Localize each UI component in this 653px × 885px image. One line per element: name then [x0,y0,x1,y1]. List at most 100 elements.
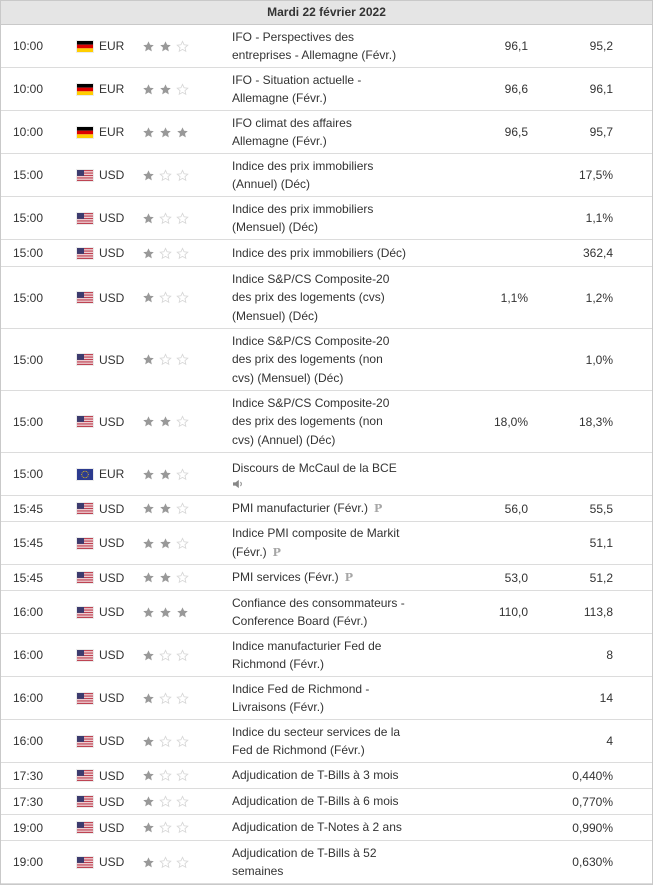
event-name-line: Indice PMI composite de Markit [232,526,400,540]
event-time: 16:00 [13,691,44,705]
star-filled-icon [160,416,171,427]
event-row[interactable]: 15:00 USD Indice des prix immobiliers (Déc… [1,240,652,267]
event-name[interactable]: Indice S&P/CS Composite-20 des prix des l… [232,391,472,452]
event-row[interactable]: 16:00 USD Indice Fed de Richmond - Livraiso… [1,677,652,720]
event-name[interactable]: Adjudication de T-Bills à 3 mois [232,763,472,788]
event-time: 15:00 [13,168,44,182]
event-currency: USD [99,855,125,869]
star-empty-icon [176,571,189,584]
event-name[interactable]: Discours de McCaul de la BCE [232,453,472,495]
event-name[interactable]: Indice des prix immobiliers (Déc) [232,240,472,266]
event-row[interactable]: 15:00 USD Indice des prix immobiliers (Annu… [1,154,652,197]
event-currency: USD [99,290,125,305]
star-empty-icon [176,353,189,366]
preliminary-icon: P [272,545,281,559]
star-filled-icon [160,503,171,514]
event-name[interactable]: Confiance des consommateurs - Conference … [232,591,472,633]
event-row[interactable]: 17:30 USD Adjudication de T-Bills à 3 mois… [1,763,652,789]
event-time: 15:00 [13,290,44,305]
previous-value: 1,1% [585,211,613,225]
previous-value: 51,1 [589,536,613,550]
importance-rating [142,267,202,328]
previous-value: 362,4 [582,246,613,260]
event-name[interactable]: Indice manufacturier Fed de Richmond (Fév… [232,634,472,676]
event-name[interactable]: Indice S&P/CS Composite-20 des prix des l… [232,329,472,390]
event-name[interactable]: Indice PMI composite de Markit (Févr.) P [232,522,472,564]
event-name[interactable]: Indice des prix immobiliers (Mensuel) (Dé… [232,197,472,239]
previous-value: 17,5% [578,168,613,182]
actual-value: 1,1% [500,290,528,305]
actual-value [461,815,528,840]
event-row[interactable]: 10:00 EUR IFO - Situation actuelle - Allema… [1,68,652,111]
star-filled-icon [160,83,171,94]
event-row[interactable]: 15:45 USD Indice PMI composite de Markit (F… [1,522,652,565]
star-filled-icon [143,212,154,223]
importance-rating [142,720,202,762]
star-filled-icon [143,503,154,514]
event-row[interactable]: 10:00 EUR IFO - Perspectives des entreprise… [1,25,652,68]
united-states-flag-icon [77,815,95,840]
importance-rating [142,789,202,814]
event-name[interactable]: Indice S&P/CS Composite-20 des prix des l… [232,267,472,328]
star-empty-icon [176,855,189,868]
event-row[interactable]: 16:00 USD Indice du secteur services de la… [1,720,652,763]
event-row[interactable]: 15:00 USD Indice S&P/CS Composite-20 des pr… [1,329,652,391]
event-name-line: Fed de Richmond (Févr.) [232,743,365,757]
event-row[interactable]: 15:00 USD Indice S&P/CS Composite-20 des pr… [1,267,652,329]
event-time: 15:00 [13,211,44,225]
event-row[interactable]: 19:00 USD Adjudication de T-Bills à 52 sema… [1,841,652,884]
actual-value: 96,1 [504,39,528,53]
star-empty-icon [159,291,172,304]
event-name-line: Indice S&P/CS Composite-20 [232,395,390,410]
event-name[interactable]: IFO - Perspectives des entreprises - Alle… [232,25,472,67]
event-name[interactable]: Indice Fed de Richmond - Livraisons (Févr… [232,677,472,719]
event-name-line: Allemagne (Févr.) [232,91,327,105]
event-name[interactable]: IFO climat des affaires Allemagne (Févr.) [232,111,472,153]
event-name[interactable]: PMI services (Févr.) P [232,565,472,590]
event-name[interactable]: PMI manufacturier (Févr.) P [232,496,472,521]
event-name[interactable]: Indice du secteur services de la Fed de R… [232,720,472,762]
preliminary-icon: P [374,501,383,515]
event-row[interactable]: 15:00 EUR Discours de McCaul de la BCE [1,453,652,496]
event-name-line: Indice manufacturier Fed de [232,638,382,653]
star-filled-icon [160,606,171,617]
event-name-line: IFO climat des affaires [232,115,352,130]
event-name-line: Conference Board (Févr.) [232,614,368,628]
germany-flag-icon [77,111,95,153]
event-name-line: (Annuel) (Déc) [232,177,311,191]
event-name-line: PMI services (Févr.) P [232,568,353,588]
event-time: 15:45 [13,536,44,550]
actual-value: 56,0 [504,501,528,516]
event-time: 10:00 [13,82,44,96]
united-states-flag-icon [77,522,95,564]
actual-value [461,522,528,564]
event-name-line: (Mensuel) (Déc) [232,308,319,323]
event-time: 16:00 [13,734,44,748]
star-empty-icon [176,82,189,95]
event-row[interactable]: 16:00 USD Indice manufacturier Fed de Richm… [1,634,652,677]
event-row[interactable]: 15:45 USD PMI manufacturier (Févr.) P 56,0 55… [1,496,652,522]
event-row[interactable]: 15:45 USD PMI services (Févr.) P 53,0 51,2 [1,565,652,591]
european-union-flag-icon [77,453,95,495]
star-filled-icon [177,606,188,617]
star-filled-icon [143,692,154,703]
event-name-line: Indice des prix immobiliers [232,158,374,173]
event-row[interactable]: 16:00 USD Confiance des consommateurs - Con… [1,591,652,634]
event-row[interactable]: 17:30 USD Adjudication de T-Bills à 6 mois… [1,789,652,815]
event-name[interactable]: Adjudication de T-Notes à 2 ans [232,815,472,840]
event-row[interactable]: 19:00 USD Adjudication de T-Notes à 2 ans 0… [1,815,652,841]
event-name-line: Discours de McCaul de la BCE [232,460,397,475]
event-time: 10:00 [13,39,44,53]
event-row[interactable]: 15:00 USD Indice des prix immobiliers (Mens… [1,197,652,240]
actual-value [461,154,528,196]
importance-rating [142,453,202,495]
event-row[interactable]: 10:00 EUR IFO climat des affaires Allemagne… [1,111,652,154]
event-name[interactable]: IFO - Situation actuelle - Allemagne (Fév… [232,68,472,110]
event-name[interactable]: Adjudication de T-Bills à 6 mois [232,789,472,814]
event-name[interactable]: Indice des prix immobiliers (Annuel) (Déc… [232,154,472,196]
star-filled-icon [143,822,154,833]
event-row[interactable]: 15:00 USD Indice S&P/CS Composite-20 des pr… [1,391,652,453]
event-name[interactable]: Adjudication de T-Bills à 52 semaines [232,841,472,883]
event-time: 15:00 [13,467,44,481]
